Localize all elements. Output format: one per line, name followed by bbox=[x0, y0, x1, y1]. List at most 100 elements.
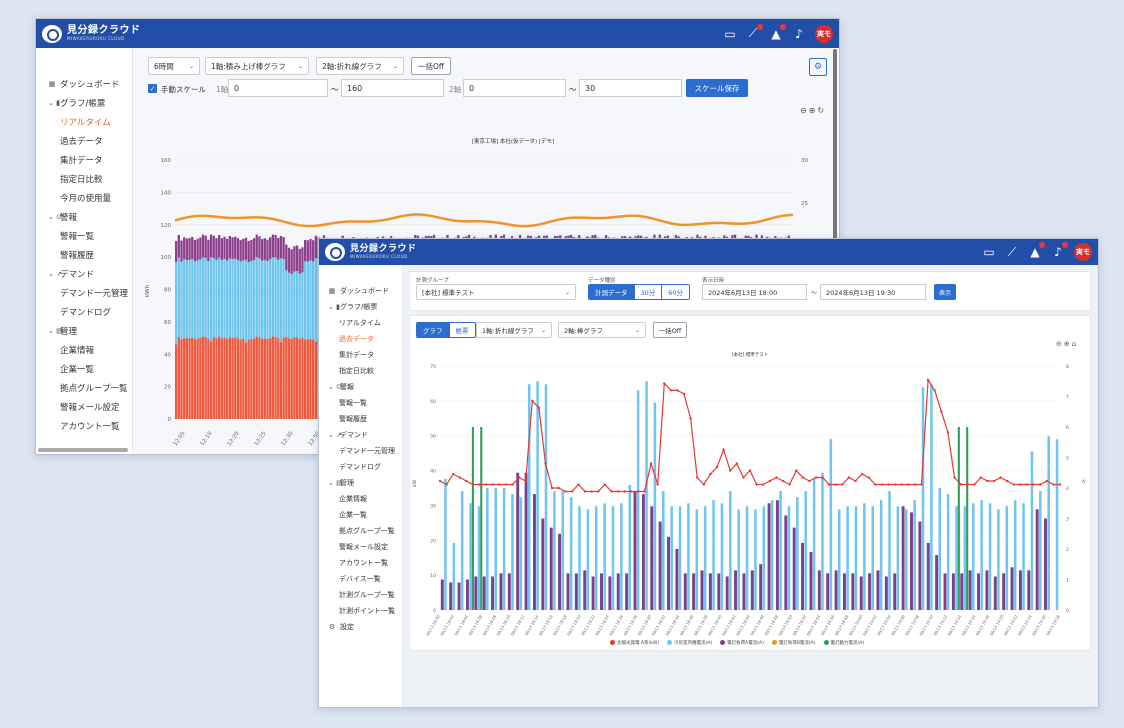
sidebar-item[interactable]: ⌄ ▮ グラフ/帳票 bbox=[36, 93, 132, 112]
device-icon[interactable]: ▭ bbox=[983, 245, 995, 259]
sidebar-item[interactable]: ⌄ ▤ 管理 bbox=[36, 321, 132, 340]
manual-scale-checkbox[interactable]: ✓ bbox=[148, 84, 157, 93]
bell-icon[interactable]: ♪ bbox=[795, 26, 803, 41]
sidebar-item[interactable]: 過去データ bbox=[319, 331, 402, 347]
sidebar-item[interactable]: ⌄ ⊙ 警報 bbox=[319, 379, 402, 395]
reset-icon[interactable]: ⌂ bbox=[1071, 340, 1079, 348]
sidebar-item[interactable]: 集計データ bbox=[319, 347, 402, 363]
sidebar-item[interactable]: ⌄ ↗ デマンド bbox=[319, 427, 402, 443]
sidebar-item[interactable]: 指定日比較 bbox=[319, 363, 402, 379]
sidebar-item[interactable]: 拠点グループ一覧 bbox=[36, 378, 132, 397]
line-point bbox=[1045, 479, 1049, 483]
sidebar-item[interactable]: デマンド一元管理 bbox=[319, 443, 402, 459]
bar-purple bbox=[309, 238, 312, 261]
reset-icon[interactable]: ↻ bbox=[817, 106, 827, 115]
all-off-button[interactable]: 一括Off bbox=[653, 322, 687, 338]
sidebar-item[interactable]: 企業一覧 bbox=[319, 507, 402, 523]
zoom-out-icon[interactable]: ⊖ bbox=[1056, 340, 1064, 348]
sidebar-item[interactable]: リアルタイム bbox=[36, 112, 132, 131]
datatype-toggle[interactable]: 計測データ 30分 60分 bbox=[588, 284, 691, 300]
legend-item[interactable]: 冷房室内機電流(A) bbox=[667, 640, 712, 646]
axis1-max-input[interactable]: 160 bbox=[341, 79, 444, 97]
avatar[interactable]: 実モ bbox=[815, 24, 833, 43]
line-point bbox=[610, 490, 613, 493]
warning-icon[interactable]: ▲ bbox=[1028, 242, 1045, 259]
sidebar-item[interactable]: ⌄ ⊙ 警報 bbox=[36, 207, 132, 226]
sidebar-item[interactable]: 集計データ bbox=[36, 150, 132, 169]
sidebar-item[interactable]: ▦ ダッシュボード bbox=[36, 74, 132, 93]
axis2-select[interactable]: 2軸:折れ線グラフ ⌄ bbox=[316, 57, 404, 75]
sidebar-item[interactable]: 警報一覧 bbox=[319, 395, 402, 411]
all-off-button[interactable]: 一括Off bbox=[411, 57, 451, 75]
sidebar-item[interactable]: 指定日比較 bbox=[36, 169, 132, 188]
sidebar-h-scrollbar[interactable] bbox=[38, 448, 128, 452]
sidebar-item[interactable]: 計測グループ一覧 bbox=[319, 587, 402, 603]
date-from-input[interactable]: 2024年6月13日 18:00 bbox=[702, 284, 807, 300]
sidebar-scrollbar[interactable] bbox=[833, 49, 837, 339]
settings-icon[interactable]: ⚙ bbox=[809, 58, 827, 76]
app-logo[interactable]: 見分録クラウド MIWAKERUROKU CLOUD bbox=[36, 24, 141, 43]
view-option[interactable]: グラフ bbox=[417, 323, 450, 337]
sidebar-item[interactable]: 企業一覧 bbox=[36, 359, 132, 378]
datatype-option[interactable]: 計測データ bbox=[589, 285, 635, 299]
zoom-in-icon[interactable]: ⊕ bbox=[808, 106, 818, 115]
sidebar-item[interactable]: 警報履歴 bbox=[36, 245, 132, 264]
axis1-select[interactable]: 1軸:折れ線グラフ ⌄ bbox=[476, 322, 552, 338]
sidebar-item[interactable]: 警報メール設定 bbox=[319, 539, 402, 555]
datatype-option[interactable]: 30分 bbox=[634, 285, 663, 299]
avatar[interactable]: 実モ bbox=[1074, 243, 1092, 261]
bell-icon[interactable]: ♪ bbox=[1051, 242, 1068, 259]
legend-item[interactable]: 電灯動力電流(A) bbox=[823, 640, 864, 646]
sidebar-item[interactable]: ▦ ダッシュボード bbox=[319, 283, 402, 299]
sidebar-item[interactable]: デマンド一元管理 bbox=[36, 283, 132, 302]
zoom-in-icon[interactable]: ⊕ bbox=[1063, 340, 1072, 348]
axis2-max-input[interactable]: 30 bbox=[579, 79, 682, 97]
sidebar-item[interactable]: 警報メール設定 bbox=[36, 397, 132, 416]
sidebar-item[interactable]: アカウント一覧 bbox=[36, 416, 132, 435]
bar-blue bbox=[314, 258, 318, 342]
sidebar-item[interactable]: ⚙ 設定 bbox=[319, 619, 402, 635]
sidebar-item[interactable]: ⌄ ▤ 管理 bbox=[319, 475, 402, 491]
sidebar-item[interactable]: デマンドログ bbox=[36, 302, 132, 321]
app-logo[interactable]: 見分録クラウド MIWAKERUROKU CLOUD bbox=[319, 243, 417, 261]
sidebar-item[interactable]: ⌄ ▮ グラフ/帳票 bbox=[319, 299, 402, 315]
datatype-option[interactable]: 60分 bbox=[662, 285, 690, 299]
save-scale-button[interactable]: スケール保存 bbox=[686, 79, 748, 97]
period-select[interactable]: 6時間 ⌄ bbox=[148, 57, 200, 75]
sidebar-item[interactable]: ⌄ ↗ デマンド bbox=[36, 264, 132, 283]
legend-item[interactable]: 太陽光発電 A系(kW) bbox=[610, 640, 659, 646]
legend-item[interactable]: 電灯負荷B電流(A) bbox=[771, 640, 816, 646]
zoom-controls[interactable]: ⊖⊕↻ bbox=[800, 106, 826, 115]
axis2-select[interactable]: 2軸:棒グラフ ⌄ bbox=[558, 322, 646, 338]
sidebar-item[interactable]: アカウント一覧 bbox=[319, 555, 402, 571]
sidebar-item[interactable]: 警報一覧 bbox=[36, 226, 132, 245]
chart-icon[interactable]: ⟋ bbox=[746, 23, 763, 41]
sidebar-item[interactable]: デバイス一覧 bbox=[319, 571, 402, 587]
sidebar-item[interactable]: 拠点グループ一覧 bbox=[319, 523, 402, 539]
axis1-select[interactable]: 1軸:積み上げ棒グラフ ⌄ bbox=[205, 57, 309, 75]
sidebar-item[interactable]: リアルタイム bbox=[319, 315, 402, 331]
axis2-min-input[interactable]: 0 bbox=[463, 79, 566, 97]
zoom-out-icon[interactable]: ⊖ bbox=[800, 106, 809, 115]
sidebar-item[interactable]: デマンドログ bbox=[319, 459, 402, 475]
group-select[interactable]: [本社] 標準テスト ⌄ bbox=[416, 284, 576, 300]
sidebar-item[interactable]: 今月の使用量 bbox=[36, 188, 132, 207]
axis1-min-input[interactable]: 0 bbox=[228, 79, 328, 97]
sidebar-item[interactable]: 警報履歴 bbox=[319, 411, 402, 427]
zoom-controls[interactable]: ⊖⊕⌂ bbox=[1056, 340, 1078, 348]
show-button[interactable]: 表示 bbox=[934, 284, 956, 300]
chart-icon[interactable]: ⟋ bbox=[1007, 244, 1017, 259]
view-option[interactable]: 帳票 bbox=[449, 323, 475, 337]
bar-blue bbox=[244, 259, 248, 343]
sidebar-item[interactable]: 企業情報 bbox=[36, 340, 132, 359]
sidebar-item[interactable]: 計測ポイント一覧 bbox=[319, 603, 402, 619]
date-to-input[interactable]: 2024年6月13日 19:30 bbox=[820, 284, 926, 300]
device-icon[interactable]: ▭ bbox=[724, 26, 736, 41]
sidebar-item[interactable]: 企業情報 bbox=[319, 491, 402, 507]
sidebar-item[interactable]: 過去データ bbox=[36, 131, 132, 150]
view-toggle[interactable]: グラフ 帳票 bbox=[416, 322, 476, 338]
warning-icon[interactable]: ▲ bbox=[769, 23, 786, 41]
legend-item[interactable]: 電灯負荷A電流(A) bbox=[720, 640, 764, 646]
chart-legend[interactable]: 太陽光発電 A系(kW) 冷房室内機電流(A) 電灯負荷A電流(A) 電灯負荷B電流(… bbox=[610, 640, 864, 646]
